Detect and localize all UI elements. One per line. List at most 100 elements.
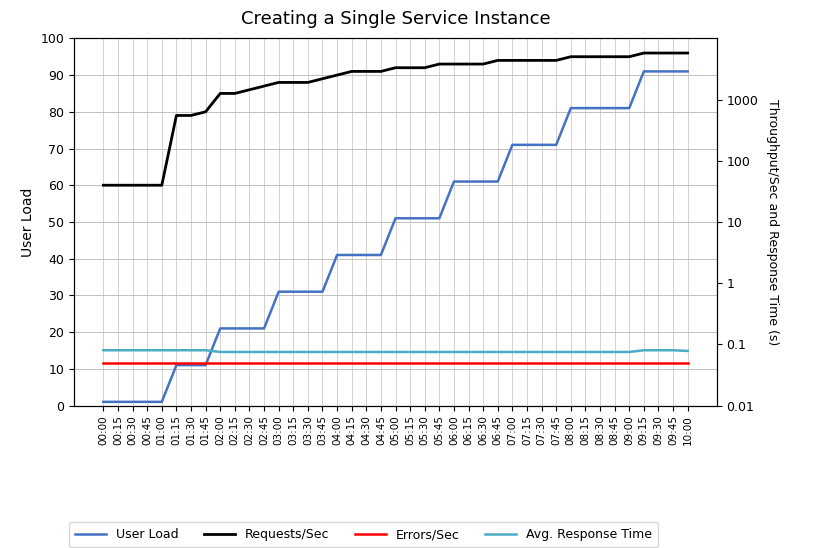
User Load [595,105,605,111]
Errors/Sec [653,359,663,366]
User Load [493,178,503,185]
User Load [332,252,342,258]
User Load [230,325,240,332]
Avg. Response Time [157,347,166,353]
Avg. Response Time [566,349,576,355]
Errors/Sec [551,359,561,366]
User Load [391,215,400,221]
Avg. Response Time [625,349,634,355]
Y-axis label: Throughput/Sec and Response Time (s): Throughput/Sec and Response Time (s) [766,99,780,345]
Avg. Response Time [143,347,152,353]
Line: User Load: User Load [103,71,688,402]
Errors/Sec [595,359,605,366]
Avg. Response Time [508,349,517,355]
Requests/Sec [186,112,196,119]
Errors/Sec [128,359,138,366]
Requests/Sec [201,109,211,115]
Avg. Response Time [376,349,386,355]
Errors/Sec [668,359,678,366]
Requests/Sec [493,57,503,64]
Requests/Sec [288,79,298,85]
Avg. Response Time [259,349,269,355]
Avg. Response Time [230,349,240,355]
Requests/Sec [639,50,648,56]
Requests/Sec [362,68,372,75]
Requests/Sec [668,50,678,56]
User Load [668,68,678,75]
User Load [653,68,663,75]
Avg. Response Time [245,349,255,355]
User Load [259,325,269,332]
Requests/Sec [215,90,225,96]
Requests/Sec [683,50,693,56]
Errors/Sec [230,359,240,366]
Requests/Sec [157,182,166,189]
Requests/Sec [259,83,269,89]
Requests/Sec [332,72,342,78]
Requests/Sec [478,61,488,67]
Avg. Response Time [580,349,590,355]
Errors/Sec [419,359,429,366]
Requests/Sec [419,65,429,71]
User Load [171,362,181,368]
Errors/Sec [215,359,225,366]
User Load [128,398,138,405]
Avg. Response Time [215,349,225,355]
Avg. Response Time [201,347,211,353]
Avg. Response Time [639,347,648,353]
Requests/Sec [653,50,663,56]
Errors/Sec [171,359,181,366]
Requests/Sec [536,57,546,64]
Line: Avg. Response Time: Avg. Response Time [103,350,688,352]
Line: Requests/Sec: Requests/Sec [103,53,688,185]
Errors/Sec [522,359,532,366]
Errors/Sec [639,359,648,366]
User Load [215,325,225,332]
User Load [113,398,123,405]
Avg. Response Time [464,349,474,355]
Avg. Response Time [303,349,313,355]
Avg. Response Time [683,347,693,354]
Errors/Sec [288,359,298,366]
Avg. Response Time [536,349,546,355]
Errors/Sec [201,359,211,366]
Avg. Response Time [595,349,605,355]
User Load [478,178,488,185]
Errors/Sec [332,359,342,366]
User Load [274,288,283,295]
Errors/Sec [98,359,108,366]
Avg. Response Time [522,349,532,355]
Avg. Response Time [449,349,459,355]
Errors/Sec [347,359,357,366]
Avg. Response Time [391,349,400,355]
Avg. Response Time [668,347,678,353]
Errors/Sec [478,359,488,366]
Requests/Sec [171,112,181,119]
Requests/Sec [595,53,605,60]
Errors/Sec [157,359,166,366]
User Load [288,288,298,295]
User Load [449,178,459,185]
Requests/Sec [610,53,620,60]
Title: Creating a Single Service Instance: Creating a Single Service Instance [241,10,550,28]
Errors/Sec [434,359,444,366]
User Load [522,141,532,148]
Requests/Sec [449,61,459,67]
Errors/Sec [493,359,503,366]
Y-axis label: User Load: User Load [21,187,35,256]
Errors/Sec [508,359,517,366]
Avg. Response Time [405,349,415,355]
User Load [347,252,357,258]
Requests/Sec [143,182,152,189]
Avg. Response Time [362,349,372,355]
Errors/Sec [625,359,634,366]
Requests/Sec [317,76,327,82]
Requests/Sec [580,53,590,60]
Errors/Sec [683,359,693,366]
User Load [143,398,152,405]
User Load [186,362,196,368]
Requests/Sec [303,79,313,85]
Requests/Sec [566,53,576,60]
Requests/Sec [113,182,123,189]
Errors/Sec [536,359,546,366]
